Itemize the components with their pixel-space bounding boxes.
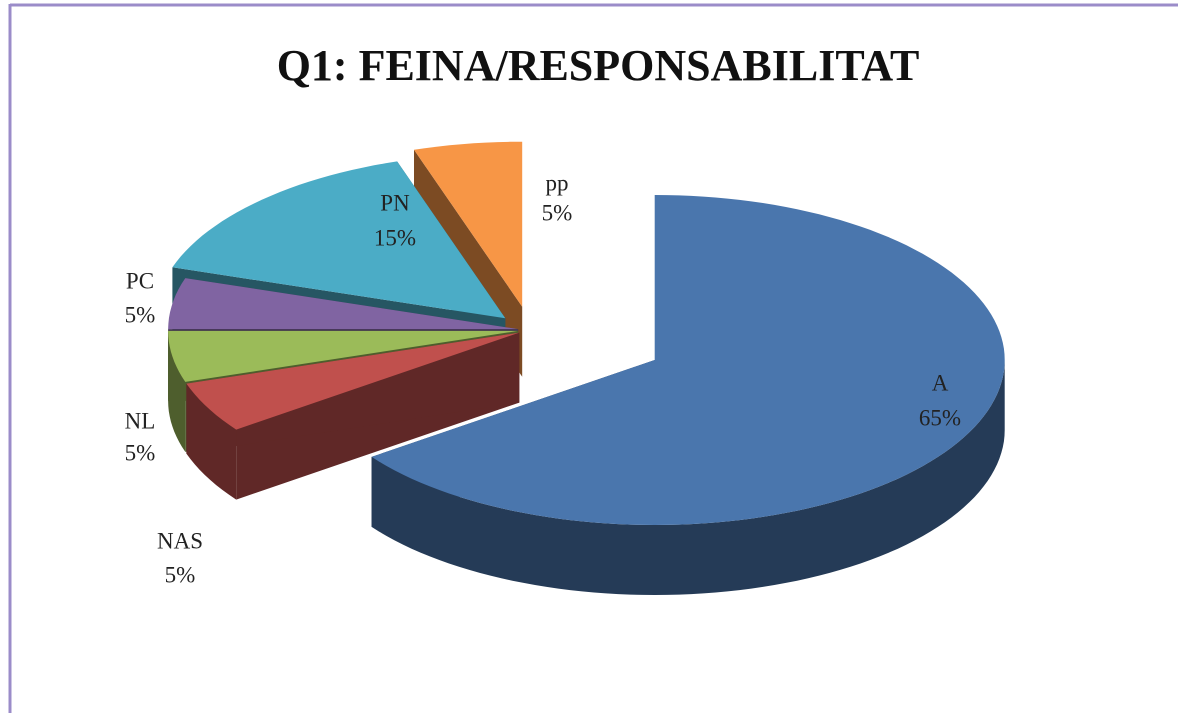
slice-label: NL [125,408,156,433]
slice-value-label: 5% [542,200,573,225]
slice [371,195,1005,525]
slice-value-label: 65% [919,405,961,430]
slice-value-label: 5% [125,440,156,465]
chart-title: Q1: FEINA/RESPONSABILITAT [277,41,920,90]
slice [168,278,519,330]
slice-wall [371,360,1005,595]
slice-label: PC [126,268,154,293]
slice-label: pp [546,170,569,195]
slice [414,141,523,307]
slice-value-label: 15% [374,225,416,250]
slice [186,332,520,430]
slice-wall [186,383,237,500]
slice-value-label: 5% [165,562,196,587]
slice [172,161,506,319]
slice-label: PN [380,190,410,215]
slice-label: NAS [157,528,203,553]
slice-side [186,332,520,454]
slice-wall [168,330,186,452]
slice-value-label: 5% [125,302,156,327]
slice-label: A [932,370,949,395]
slice [168,330,519,382]
